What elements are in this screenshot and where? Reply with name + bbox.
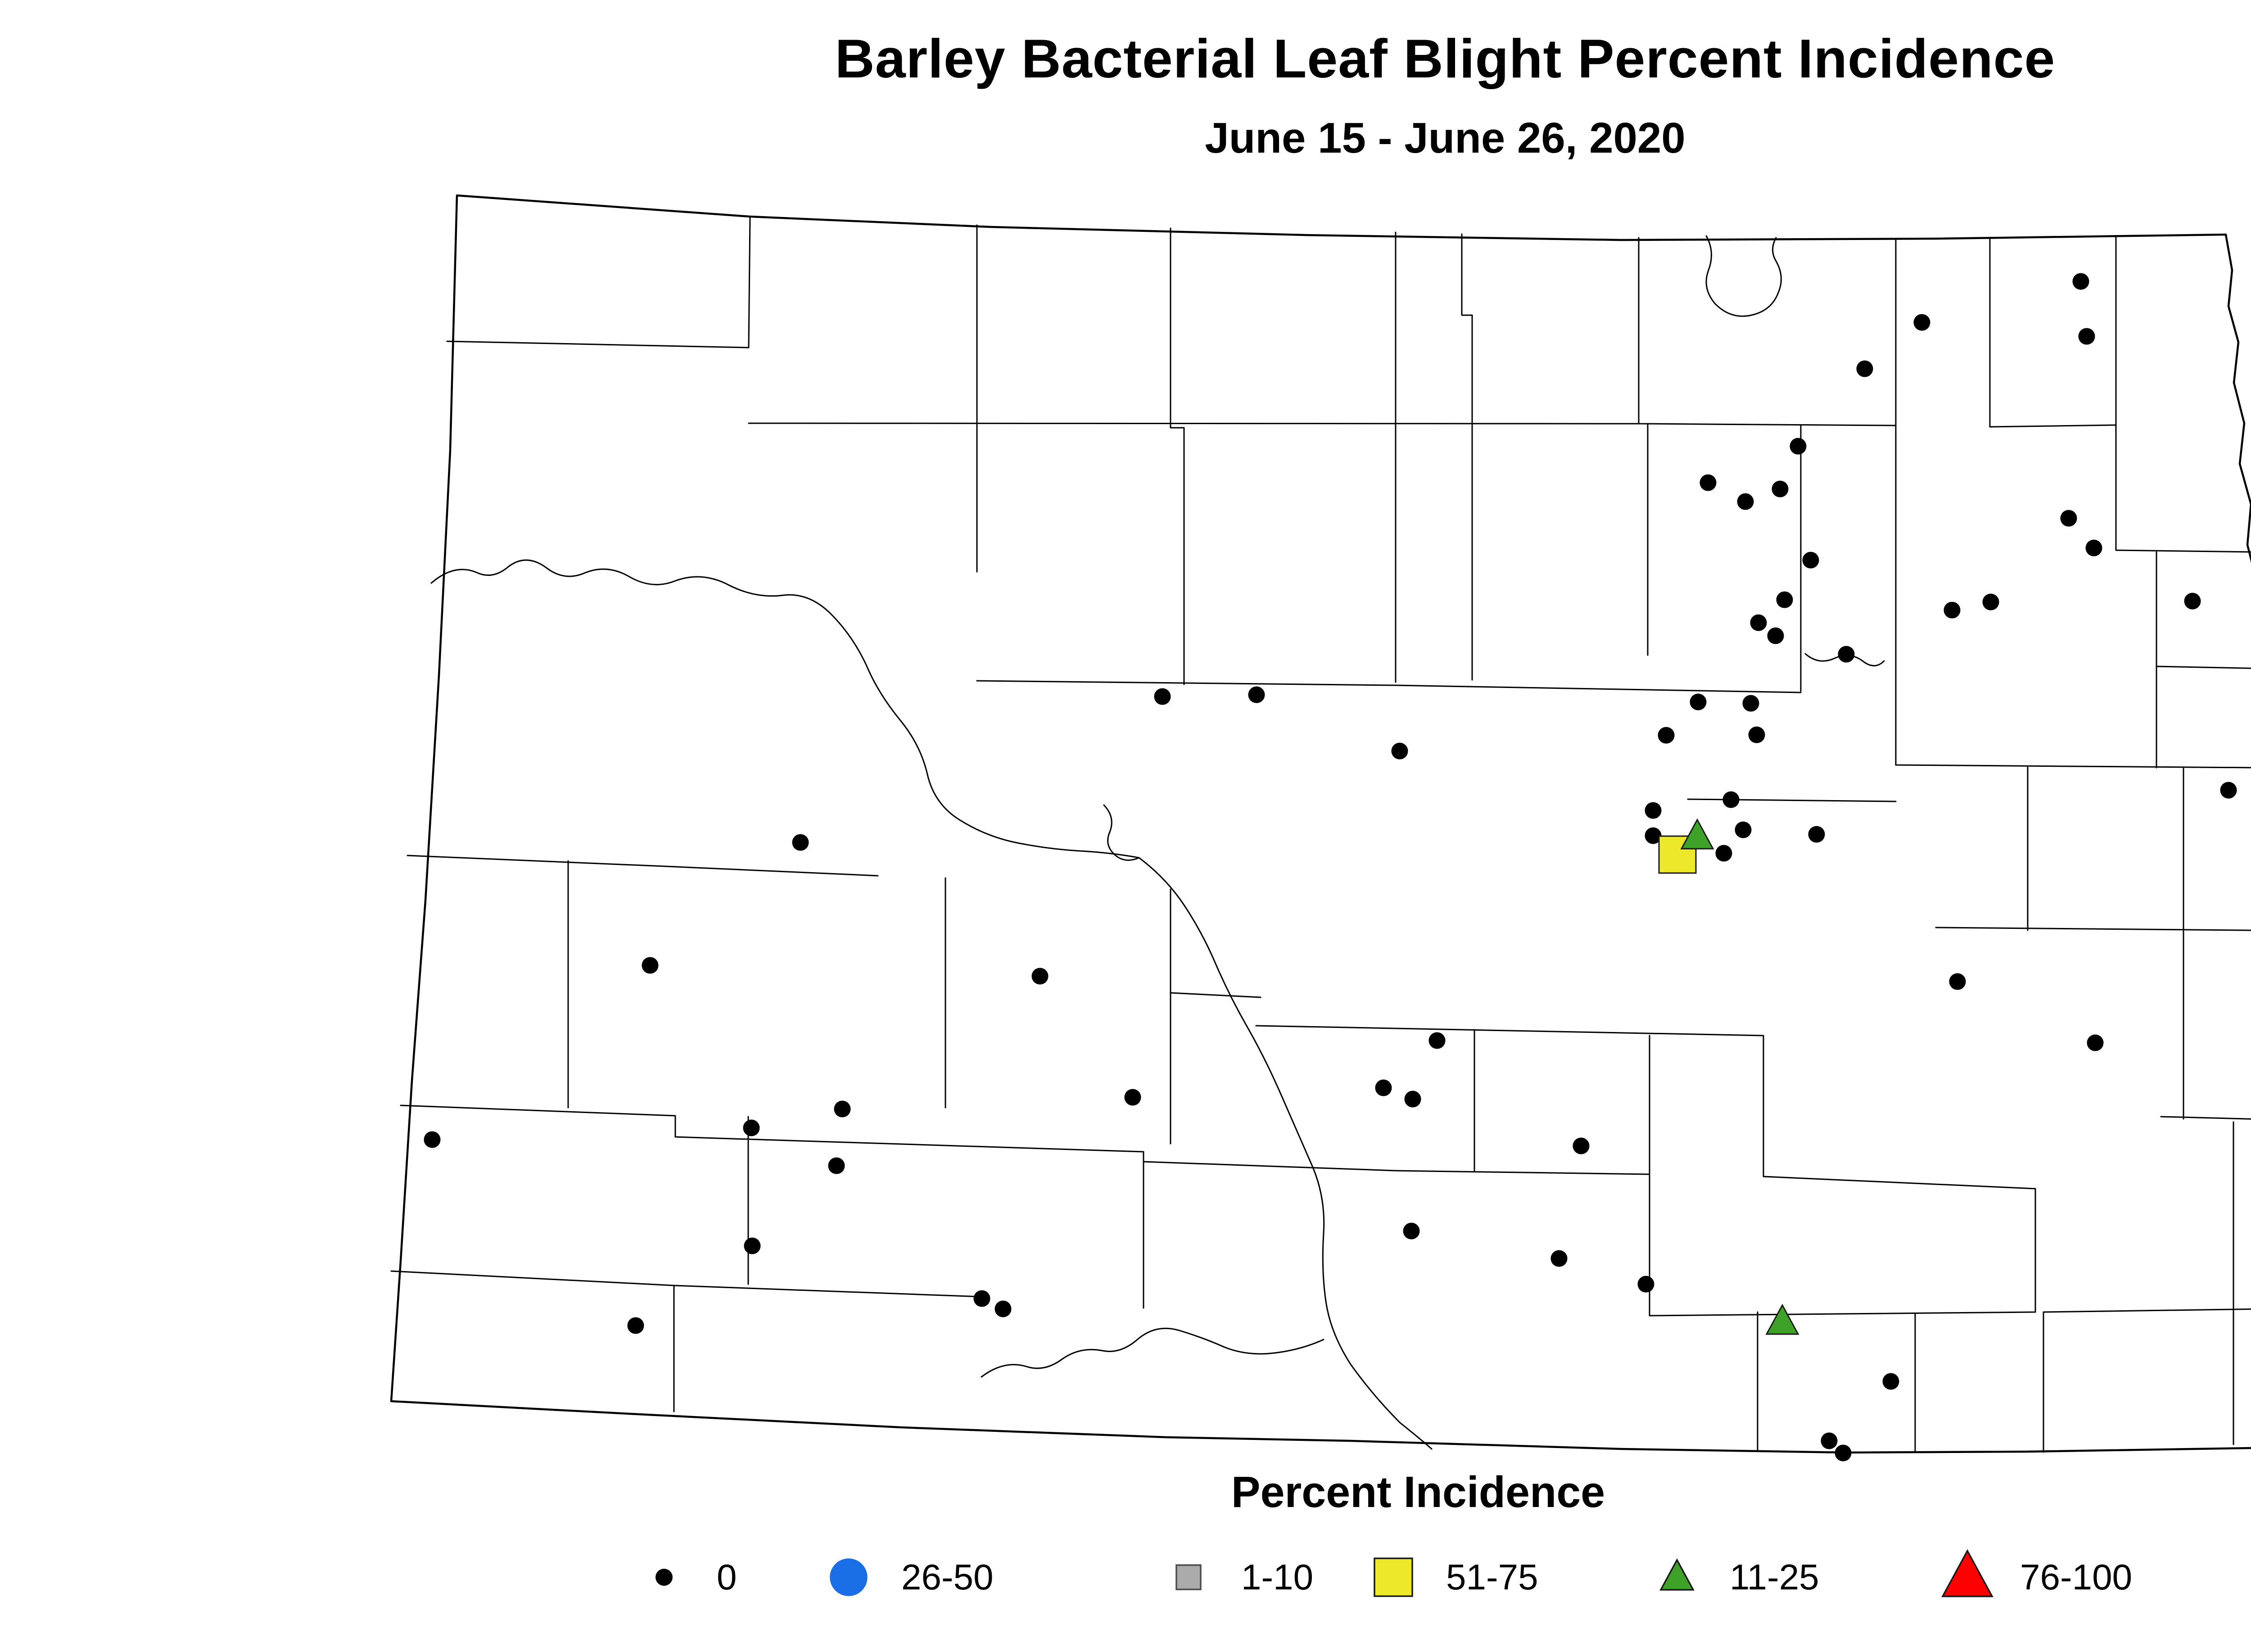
map-point-0	[1856, 360, 1873, 377]
map-point-0	[1031, 968, 1049, 985]
map-point-0	[994, 1300, 1012, 1317]
map-point-11-25	[1680, 818, 1714, 850]
map-point-0	[1821, 1432, 1838, 1449]
map-point-0	[1375, 1079, 1392, 1096]
map-point-0	[1403, 1222, 1420, 1240]
souris-river-loop	[1705, 235, 1782, 317]
county-boundaries	[390, 216, 2251, 1453]
legend-item-26-50: 26-50	[815, 1530, 994, 1625]
legend-marker-square-icon	[1374, 1557, 1413, 1597]
map-point-0	[1767, 627, 1784, 644]
figure-subtitle: June 15 - June 26, 2020	[1205, 114, 1686, 162]
legend-item-1-10: 1-10	[1155, 1530, 1313, 1625]
map-point-0	[1645, 827, 1662, 844]
legend-marker-square-icon	[1175, 1564, 1202, 1590]
map-point-11-25	[1765, 1303, 1799, 1335]
map-point-0	[1944, 602, 1961, 619]
map-point-0	[1913, 314, 1930, 331]
map-point-0	[1248, 686, 1265, 703]
sheridan-squiggle	[1103, 804, 1140, 861]
map-point-0	[424, 1131, 441, 1148]
map-point-0	[2085, 539, 2102, 557]
map-point-0	[1838, 646, 1855, 663]
map-point-0	[1391, 742, 1408, 760]
map-point-0	[642, 957, 659, 974]
map-point-0	[1722, 791, 1740, 808]
map-point-0	[2060, 510, 2077, 527]
legend-marker-triangle-icon	[1941, 1549, 1993, 1598]
map-point-0	[1802, 552, 1819, 569]
map-point-0	[744, 1237, 761, 1254]
map-point-0	[1949, 973, 1966, 990]
legend-title: Percent Incidence	[1231, 1467, 1605, 1516]
legend-label: 11-25	[1730, 1557, 1819, 1597]
legend-marker-dot-icon	[655, 1569, 673, 1586]
state-outline	[390, 194, 2251, 1454]
map-point-0	[743, 1119, 760, 1136]
map-point-0	[1737, 493, 1754, 510]
legend-marker-triangle-icon	[1659, 1558, 1695, 1591]
map-point-0	[1776, 591, 1793, 608]
map-point-0	[1835, 1444, 1852, 1462]
map-point-0	[2078, 328, 2095, 345]
missouri-river	[430, 559, 1433, 1450]
map-point-0	[627, 1317, 644, 1334]
figure-header: Barley Bacterial Leaf Blight Percent Inc…	[0, 27, 2251, 163]
legend-label: 51-75	[1446, 1557, 1538, 1597]
map-point-0	[1124, 1089, 1141, 1106]
legend-marker-circle-icon	[830, 1558, 868, 1596]
map-point-0	[792, 834, 809, 851]
map-point-0	[1982, 593, 1999, 611]
map-point-0	[973, 1290, 990, 1307]
map-point-0	[1573, 1137, 1590, 1154]
map-point-0	[1808, 826, 1825, 843]
map-point-0	[1550, 1250, 1568, 1267]
map-point-0	[1428, 1032, 1446, 1049]
map-point-0	[1645, 802, 1662, 819]
map-point-0	[2220, 782, 2237, 799]
map-point-0	[2072, 273, 2089, 290]
map-point-0	[2087, 1034, 2104, 1051]
cannonball-river	[981, 1327, 1324, 1378]
map-point-0	[1690, 693, 1707, 711]
legend-label: 26-50	[901, 1557, 994, 1597]
legend-item-51-75: 51-75	[1360, 1530, 1538, 1625]
map-point-0	[1637, 1276, 1654, 1293]
map-point-0	[1742, 695, 1759, 712]
map-point-0	[1154, 688, 1171, 705]
map-point-0	[1750, 614, 1767, 631]
legend-label: 1-10	[1241, 1557, 1314, 1597]
map-point-0	[1772, 480, 1789, 498]
legend-item-76-100: 76-100	[1934, 1530, 2132, 1625]
legend-label: 76-100	[2020, 1557, 2133, 1597]
map-point-0	[828, 1157, 845, 1174]
map-point-0	[1658, 727, 1675, 744]
figure-title: Barley Bacterial Leaf Blight Percent Inc…	[835, 28, 2056, 89]
map-point-0	[1715, 845, 1732, 862]
map-point-0	[1404, 1091, 1421, 1108]
legend-item-0: 0	[630, 1530, 737, 1625]
map-point-0	[1748, 726, 1765, 743]
map-point-0	[2184, 593, 2201, 610]
map-point-0	[834, 1100, 851, 1118]
map-point-0	[1700, 474, 1717, 491]
survey-points-layer	[424, 273, 2237, 1462]
map-point-0	[1790, 438, 1807, 455]
legend: 0 26-50 1-10 51-75 11-25 76-100	[0, 1530, 2251, 1625]
legend-item-11-25: 11-25	[1643, 1530, 1819, 1625]
map-point-0	[1735, 821, 1752, 838]
legend-label: 0	[717, 1557, 737, 1597]
map-point-0	[1882, 1373, 1899, 1390]
